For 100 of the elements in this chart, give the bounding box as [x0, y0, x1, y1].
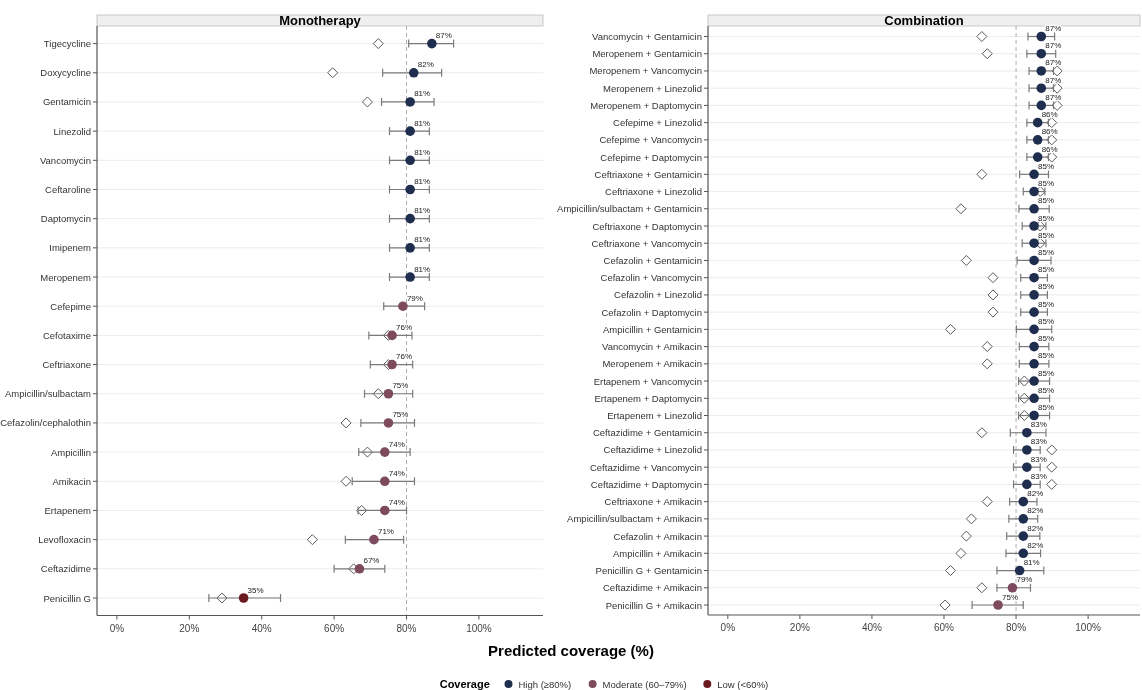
data-label: 71%	[377, 527, 394, 537]
point	[1029, 169, 1039, 180]
x-tick-label: 80%	[1006, 622, 1027, 633]
point	[383, 418, 394, 428]
legend-label: Low (<60%)	[717, 678, 769, 690]
point	[1029, 221, 1039, 231]
y-tick-label: Ceftazidime	[40, 563, 91, 575]
y-tick-label: Cefazolin + Gentamicin	[603, 254, 702, 266]
data-label: 83%	[1030, 454, 1047, 464]
data-label: 87%	[1045, 75, 1062, 85]
y-tick-label: Doxycycline	[40, 67, 91, 79]
point	[1022, 427, 1032, 438]
y-tick-label: Ceftazidime + Vancomycin	[589, 461, 702, 473]
x-tick-label: 100%	[466, 622, 492, 634]
y-tick-label: Ertapenem + Linezolid	[607, 410, 702, 421]
y-tick-label: Ceftazidime + Daptomycin	[590, 478, 702, 490]
point	[405, 243, 415, 253]
y-tick-label: Cefazolin + Linezolid	[614, 289, 702, 301]
y-tick-label: Cefotaxime	[42, 329, 91, 341]
y-tick-label: Tigecycline	[43, 38, 91, 50]
data-label: 74%	[388, 468, 405, 478]
y-tick-label: Cefepime + Vancomycin	[599, 134, 702, 146]
point	[383, 388, 394, 399]
y-tick-label: Ceftriaxone + Vancomycin	[591, 237, 702, 249]
point	[405, 213, 415, 224]
x-tick-label: 0%	[720, 622, 736, 633]
data-label: 85%	[1038, 385, 1055, 395]
y-tick-label: Daptomycin	[40, 213, 91, 225]
data-label: 81%	[414, 264, 431, 274]
point	[1029, 324, 1039, 335]
x-tick-label: 100%	[1075, 622, 1102, 633]
data-label: 75%	[392, 381, 409, 391]
point	[354, 564, 365, 574]
y-tick-label: Meropenem + Vancomycin	[589, 65, 702, 77]
y-tick-label: Meropenem + Gentamicin	[592, 48, 702, 60]
data-label: 75%	[392, 410, 409, 420]
chart-title: Monotherapy	[279, 13, 362, 28]
data-label: 85%	[1038, 282, 1055, 292]
data-label: 82%	[1027, 540, 1044, 550]
data-label: 83%	[1030, 437, 1047, 447]
point	[1029, 290, 1039, 300]
point	[361, 96, 373, 108]
point	[1029, 238, 1039, 249]
data-label: 79%	[1016, 575, 1033, 585]
data-label: 85%	[1038, 316, 1055, 326]
y-tick-label: Penicillin G + Amikacin	[605, 599, 702, 611]
point	[955, 203, 967, 215]
y-tick-label: Ceftazidime + Gentamicin	[592, 427, 702, 439]
data-label: 75%	[1002, 592, 1019, 602]
data-label: 74%	[388, 497, 405, 507]
y-tick-label: Ceftriaxone + Linezolid	[605, 186, 702, 198]
data-label: 85%	[1038, 351, 1055, 361]
y-tick-label: Ampicillin/sulbactam + Amikacin	[567, 513, 702, 525]
chart-title: Combination	[884, 13, 964, 28]
x-tick-label: 60%	[933, 622, 955, 633]
data-label: 85%	[1038, 196, 1055, 206]
y-tick-label: Meropenem + Linezolid	[602, 82, 702, 94]
x-tick-label: 80%	[396, 622, 417, 634]
point	[987, 306, 999, 318]
data-label: 86%	[1041, 110, 1058, 120]
point	[1029, 410, 1039, 421]
data-label: 85%	[1038, 334, 1055, 344]
data-label: 85%	[1038, 299, 1055, 309]
point	[408, 67, 419, 78]
x-axis-title: Predicted coverage (%)	[488, 642, 654, 659]
y-tick-label: Meropenem + Amikacin	[602, 358, 702, 370]
point	[1029, 307, 1039, 317]
point	[1029, 203, 1039, 214]
y-tick-label: Vancomycin + Amikacin	[602, 341, 702, 353]
data-label: 35%	[247, 585, 264, 595]
y-tick-label: Ampicillin/sulbactam + Gentamicin	[557, 203, 702, 215]
point	[981, 496, 993, 508]
point	[960, 530, 972, 542]
data-label: 81%	[414, 206, 431, 216]
point	[238, 593, 249, 603]
y-tick-label: Cefepime + Daptomycin	[600, 151, 702, 163]
y-tick-label: Amikacin	[52, 475, 91, 487]
point	[306, 534, 318, 546]
data-label: 85%	[1038, 265, 1055, 275]
y-tick-label: Ceftazidime + Linezolid	[603, 444, 702, 456]
y-tick-label: Ampicillin + Amikacin	[613, 547, 702, 559]
point	[1022, 462, 1032, 472]
y-tick-label: Cefepime + Linezolid	[613, 117, 702, 129]
data-label: 85%	[1038, 179, 1055, 189]
data-label: 86%	[1041, 144, 1058, 154]
data-label: 87%	[435, 31, 452, 41]
point	[1046, 478, 1058, 490]
point	[387, 359, 397, 370]
point	[965, 513, 977, 525]
data-label: 82%	[1027, 523, 1044, 533]
data-label: 81%	[414, 89, 431, 99]
point	[1036, 100, 1047, 111]
data-label: 87%	[1045, 41, 1062, 51]
point	[1029, 272, 1039, 283]
legend-title: Coverage	[439, 678, 490, 690]
point	[981, 48, 993, 60]
data-label: 85%	[1038, 161, 1055, 171]
point	[1046, 117, 1058, 129]
point	[1046, 444, 1058, 456]
y-tick-label: Meropenem + Daptomycin	[590, 99, 702, 111]
